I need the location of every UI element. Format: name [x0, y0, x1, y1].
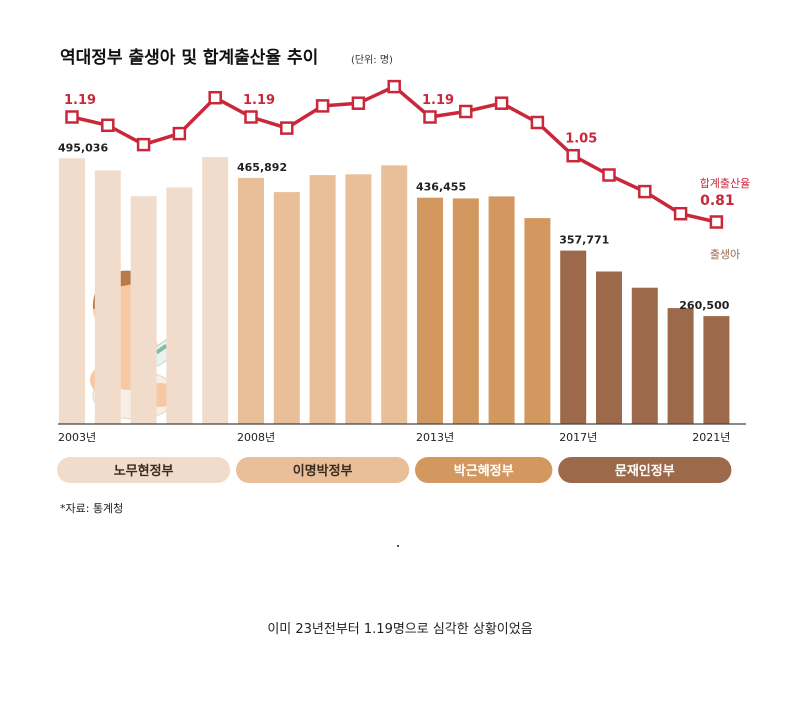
- gov-pill-label-3: 박근혜정부: [454, 463, 514, 479]
- fertility-point-2008: [244, 110, 258, 124]
- fertility-point-2014: [459, 104, 473, 119]
- government-pills: 노무현정부 이명박정부 박근혜정부 문재인정부: [57, 457, 732, 483]
- bar-2013: [417, 197, 443, 424]
- x-tick-2021: 2021년: [692, 431, 730, 444]
- chart-unit: (단위: 명): [351, 53, 393, 66]
- separator-dot: [397, 545, 399, 547]
- gov-pill-label-4: 문재인정부: [615, 463, 675, 479]
- x-axis: 2003년 2008년 2013년 2017년 2021년: [58, 423, 746, 444]
- fertility-label-2008: 1.19: [243, 93, 275, 108]
- x-tick-2003: 2003년: [58, 431, 96, 444]
- fertility-point-2016: [530, 115, 545, 130]
- fertility-point-2013: [423, 110, 437, 124]
- fertility-point-2010: [315, 99, 330, 113]
- fertility-point-2004: [101, 118, 115, 133]
- bar-label-2003: 495,036: [58, 141, 108, 154]
- source-note: *자료: 통계청: [60, 502, 123, 515]
- fertility-point-2012: [387, 79, 401, 94]
- bar-2008: [238, 177, 264, 424]
- gov-pill-3: [415, 457, 553, 483]
- bar-2011: [345, 174, 372, 424]
- caption-text: 이미 23년전부터 1.19명으로 심각한 상황이었음: [267, 622, 533, 637]
- bar-2004: [94, 170, 121, 424]
- fertility-point-2005: [136, 137, 151, 152]
- bar-2021: [703, 316, 730, 424]
- x-tick-2017: 2017년: [559, 431, 597, 444]
- fertility-label-2003: 1.19: [64, 93, 96, 108]
- bar-label-2021: 260,500: [679, 299, 729, 312]
- fertility-label-2017: 1.05: [565, 132, 597, 147]
- bar-2014: [452, 198, 479, 424]
- gov-pill-4: [558, 457, 732, 483]
- bar-labels-group: 495,036 465,892 436,455 357,771 260,500: [58, 141, 730, 312]
- bar-2007: [202, 157, 229, 424]
- fertility-line-group: [65, 79, 724, 229]
- fertility-label-2013: 1.19: [422, 93, 454, 108]
- fertility-point-2021: [709, 215, 724, 229]
- bars-group: [59, 157, 730, 425]
- fertility-point-2020: [673, 206, 688, 221]
- gov-pill-1: [57, 457, 231, 483]
- bar-label-2008: 465,892: [237, 161, 287, 174]
- fertility-point-2018: [602, 168, 616, 182]
- bar-2006: [166, 187, 193, 424]
- gov-pill-label-1: 노무현정부: [114, 463, 174, 479]
- bar-2016: [524, 218, 551, 424]
- legend-births-label: 출생아: [710, 248, 740, 261]
- bar-label-2013: 436,455: [416, 181, 466, 194]
- gov-pill-label-2: 이명박정부: [293, 463, 353, 479]
- fertility-point-2019: [638, 184, 652, 199]
- fertility-point-2009: [280, 121, 294, 135]
- fertility-labels-group: 1.19 1.19 1.19 1.05 0.81: [64, 93, 735, 209]
- bar-2020: [667, 308, 694, 424]
- bar-2010: [309, 175, 336, 424]
- bar-2015: [488, 196, 515, 424]
- bar-2012: [381, 165, 408, 424]
- x-tick-2008: 2008년: [237, 431, 275, 444]
- fertility-point-2003: [65, 110, 79, 124]
- legend-fertility-label: 합계출산율: [700, 177, 751, 190]
- bar-2005: [130, 196, 157, 424]
- chart-title: 역대정부 출생아 및 합계출산율 추이: [60, 47, 318, 68]
- fertility-point-2011: [351, 96, 366, 110]
- bar-2017: [560, 250, 587, 424]
- fertility-point-2007: [208, 90, 222, 105]
- fertility-point-2006: [172, 126, 187, 141]
- x-tick-2013: 2013년: [416, 431, 454, 444]
- fertility-point-2017: [566, 148, 580, 163]
- gov-pill-2: [236, 457, 410, 483]
- fertility-label-2021: 0.81: [700, 193, 735, 209]
- bar-2009: [273, 192, 300, 424]
- bar-label-2017: 357,771: [559, 234, 609, 247]
- bar-2019: [631, 287, 658, 424]
- bar-2018: [596, 271, 622, 424]
- bar-2003: [59, 158, 85, 425]
- fertility-point-2015: [494, 96, 509, 110]
